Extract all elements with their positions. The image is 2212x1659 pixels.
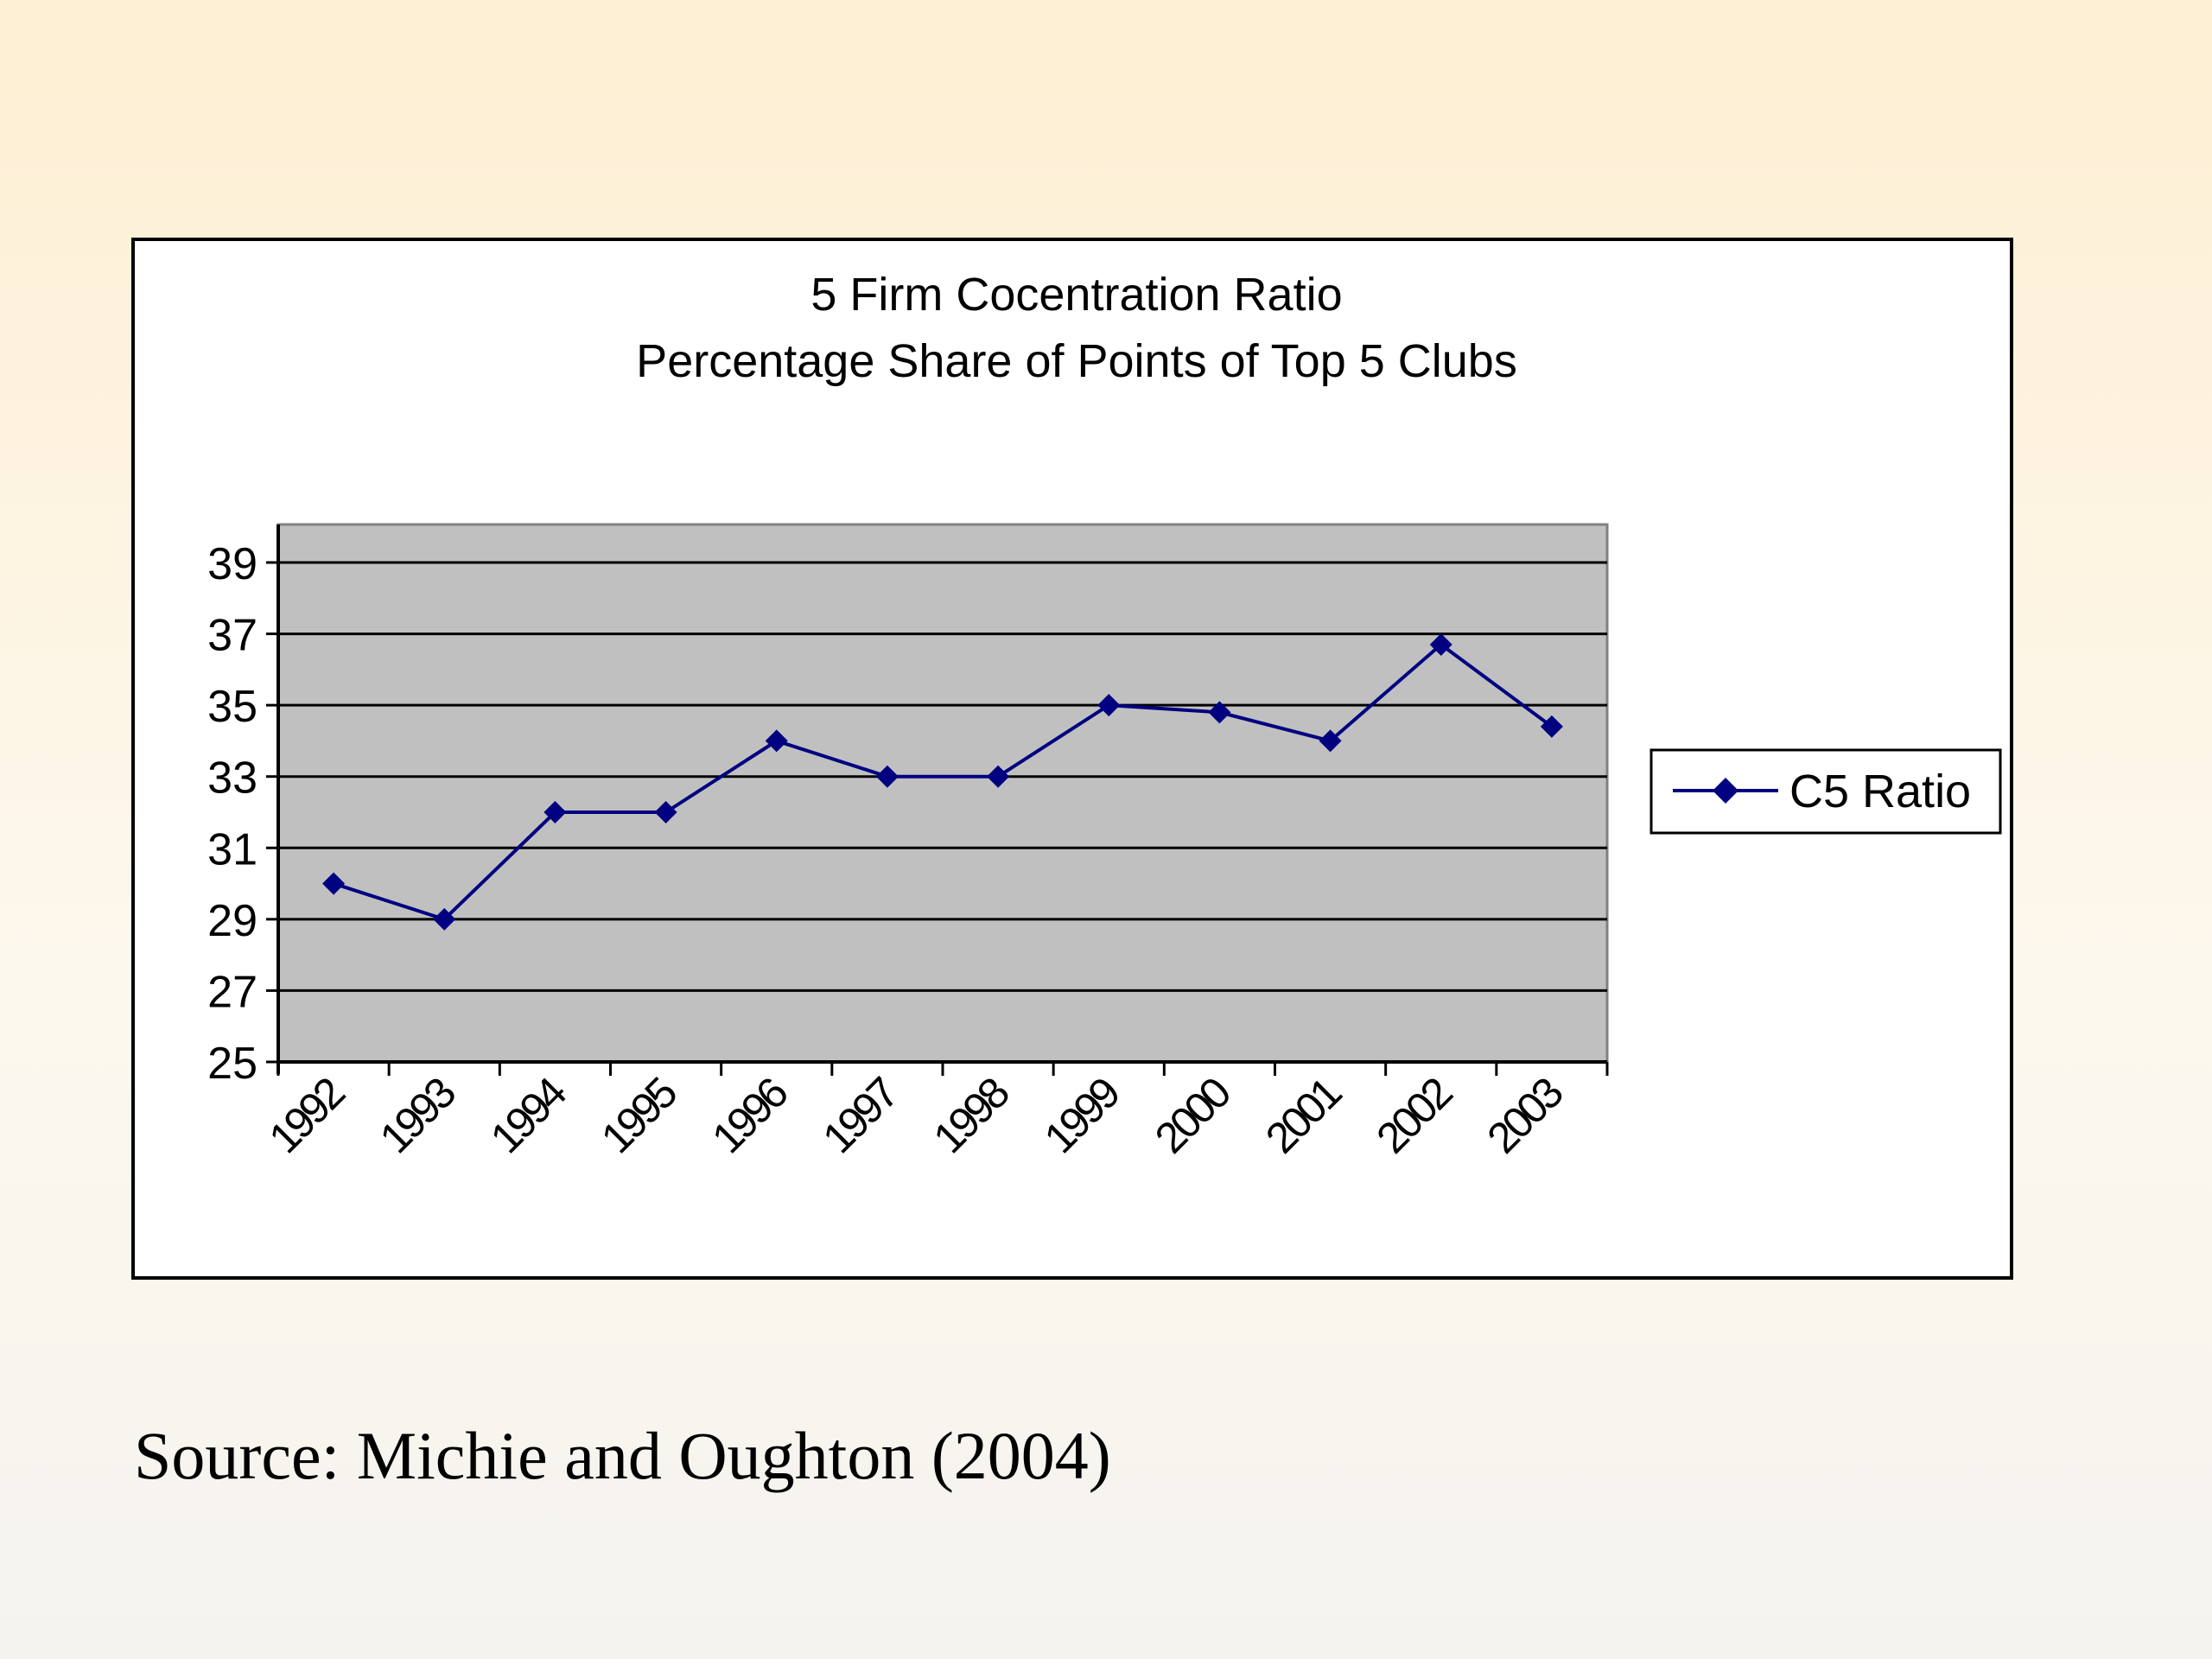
plot-area	[276, 523, 1609, 1064]
data-point-marker	[322, 872, 346, 895]
series-line	[333, 642, 1554, 922]
x-tick-label: 1995	[592, 1069, 685, 1162]
data-point-marker	[1540, 715, 1563, 738]
x-tick-label: 1993	[371, 1069, 464, 1162]
data-point-marker	[543, 801, 567, 823]
legend-label: C5 Ratio	[1789, 766, 1971, 817]
legend: C5 Ratio	[1649, 748, 2002, 835]
x-tick-label: 1999	[1035, 1069, 1128, 1162]
chart-container: 5 Firm Cocentration Ratio Percentage Sha…	[131, 238, 2013, 1280]
data-point-marker	[654, 801, 677, 823]
data-point-marker	[987, 765, 1010, 788]
data-point-marker	[1208, 701, 1231, 724]
y-tick-label: 33	[207, 753, 257, 804]
grid-lines	[278, 561, 1607, 992]
axes	[266, 524, 1609, 1076]
y-tick-label: 37	[207, 611, 257, 661]
data-point-marker	[1319, 729, 1342, 753]
x-tick-label: 1996	[702, 1069, 796, 1162]
data-point-marker	[875, 765, 899, 788]
x-tick-labels: 1992 1993 1994 1995 1996 1997 1998 1999 2000 2001…	[260, 1068, 1572, 1162]
x-tick-label: 1997	[813, 1069, 906, 1162]
chart-title: 5 Firm Cocentration Ratio	[810, 269, 1342, 321]
data-point-marker	[433, 907, 456, 931]
legend-marker	[1713, 778, 1738, 804]
y-tick-label: 25	[207, 1039, 257, 1089]
data-series	[322, 632, 1563, 931]
x-tick-label: 1994	[481, 1068, 575, 1162]
data-point-marker	[765, 729, 788, 753]
x-tick-label: 2002	[1367, 1069, 1460, 1162]
y-tick-label: 35	[207, 682, 257, 732]
data-point-marker	[1097, 694, 1121, 717]
x-tick-label: 1998	[925, 1069, 1018, 1162]
x-tick-label: 1992	[260, 1069, 353, 1162]
y-tick-label: 39	[207, 539, 257, 589]
line-chart: 5 Firm Cocentration Ratio Percentage Sha…	[207, 269, 2002, 1162]
x-tick-label: 2003	[1478, 1069, 1571, 1162]
y-tick-label: 27	[207, 967, 257, 1017]
y-tick-label: 29	[207, 896, 257, 946]
chart-subtitle: Percentage Share of Points of Top 5 Club…	[636, 335, 1517, 387]
x-tick-label: 2001	[1256, 1069, 1350, 1162]
data-point-marker	[1429, 632, 1452, 656]
source-citation: Source: Michie and Oughton (2004)	[134, 1418, 1111, 1493]
y-tick-label: 31	[207, 824, 257, 874]
x-tick-label: 2000	[1146, 1069, 1239, 1162]
y-tick-labels: 25 27 29 31 33 35 37 39	[207, 539, 257, 1089]
